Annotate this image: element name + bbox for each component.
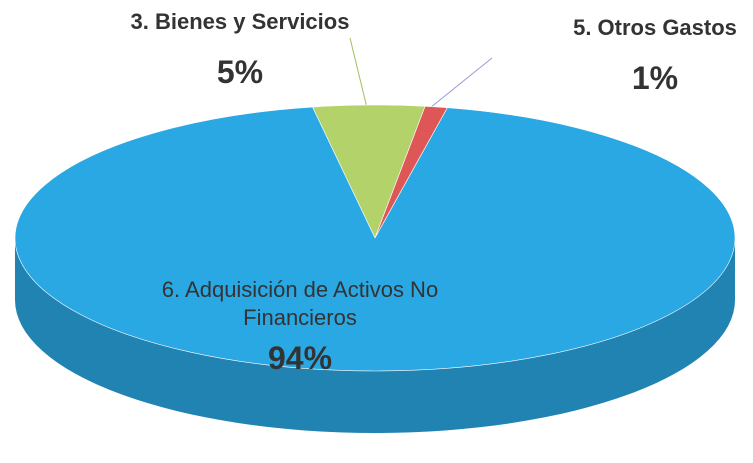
value-label: 5% [216, 54, 264, 90]
pie-sides [15, 238, 735, 433]
category-label: 5. Otros Gastos [573, 15, 737, 40]
value-label: 94% [267, 340, 333, 376]
value-label: 1% [631, 60, 679, 96]
pie-slice [14, 106, 736, 372]
leader-line [419, 57, 493, 117]
category-label: 3. Bienes y Servicios [130, 9, 350, 34]
category-label: 6. Adquisición de Activos No Financieros [161, 277, 439, 330]
pie-slice-side [15, 238, 735, 433]
pie-tops [14, 104, 736, 372]
leader-line [349, 37, 369, 113]
